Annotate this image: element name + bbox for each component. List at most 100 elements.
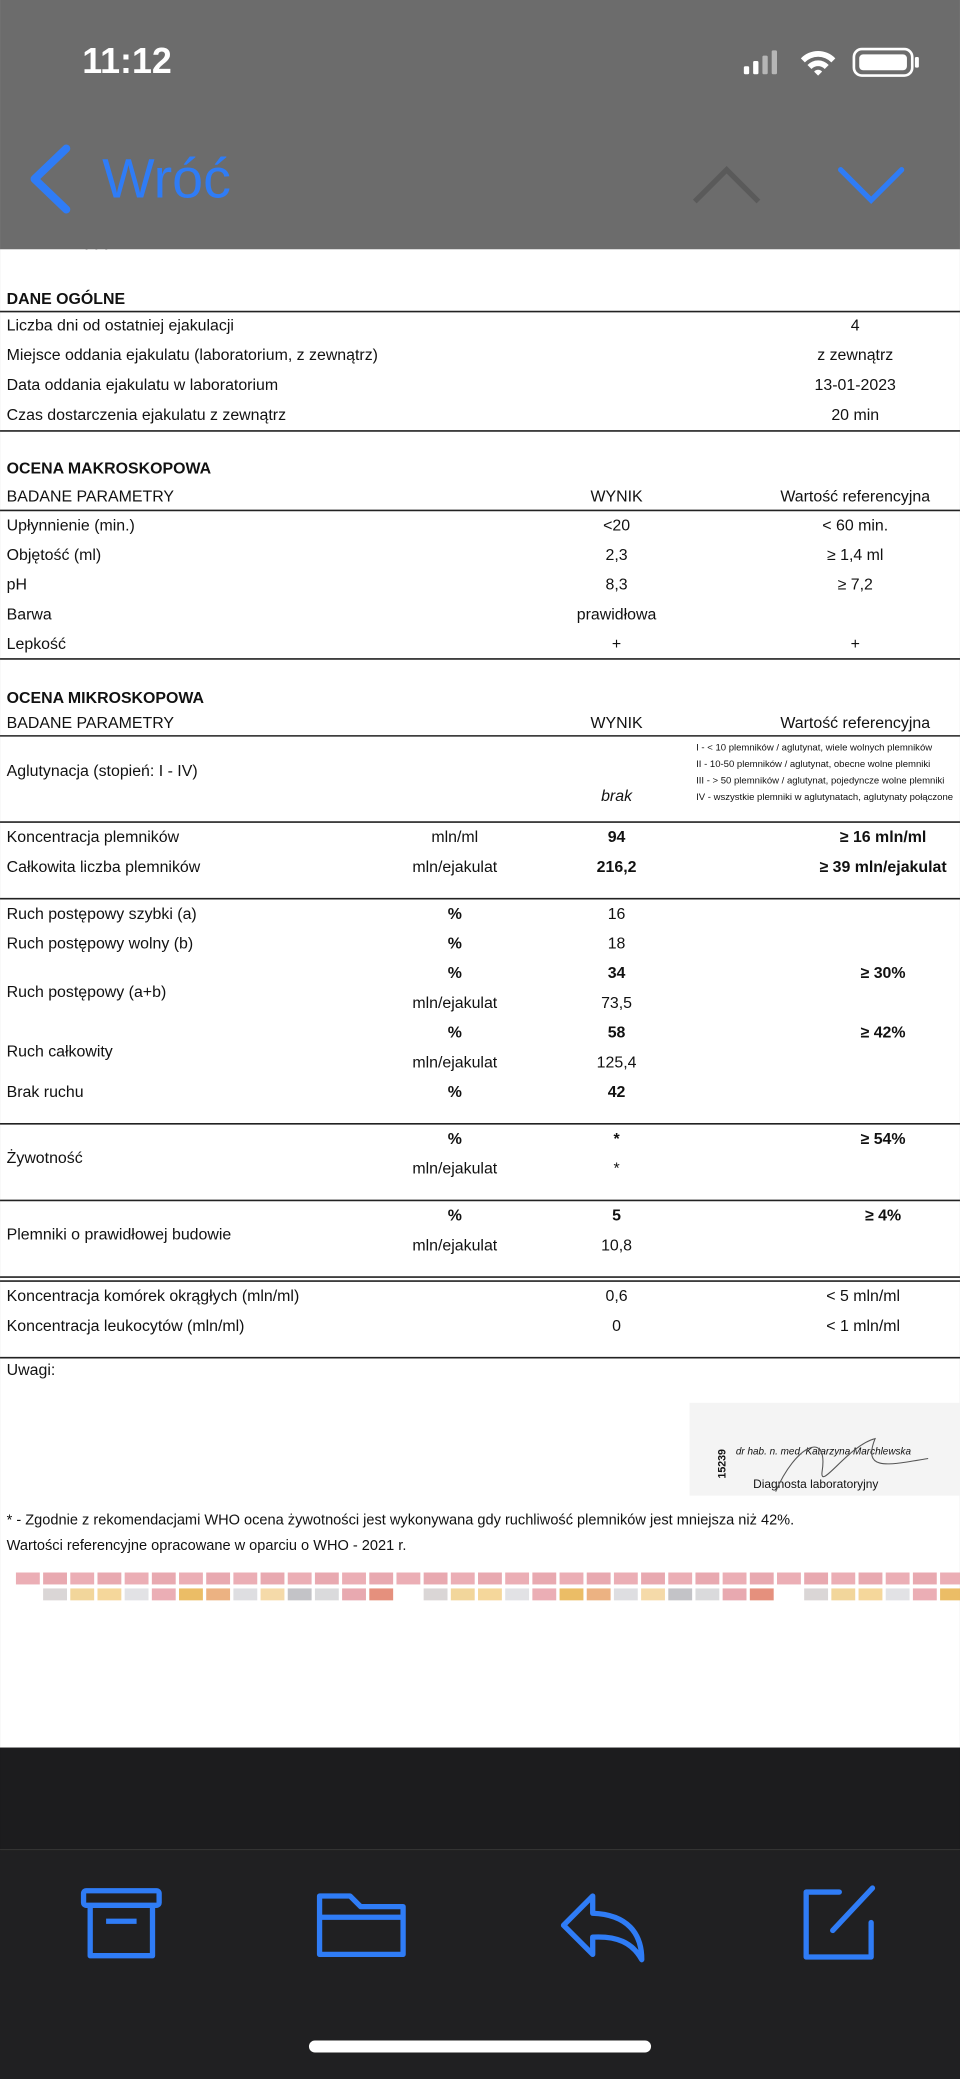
footnote: * - Zgodnie z rekomendacjami WHO ocena ż… bbox=[7, 1513, 795, 1529]
scale-note: I - < 10 plemników / aglutynat, wiele wo… bbox=[696, 742, 932, 753]
stamp-pattern bbox=[478, 1572, 502, 1585]
back-chevron[interactable] bbox=[30, 144, 71, 214]
row-value: z zewnątrz bbox=[817, 347, 893, 364]
row-label: Czas dostarczenia ejakulatu z zewnątrz bbox=[7, 407, 286, 424]
signature-scribble bbox=[775, 1437, 929, 1492]
row-label: Miejsce oddania ejakulatu (laboratorium,… bbox=[7, 347, 378, 364]
stamp-pattern bbox=[70, 1572, 95, 1585]
row-result: * bbox=[613, 1161, 619, 1178]
row-unit: % bbox=[448, 965, 462, 982]
stamp-pattern bbox=[885, 1572, 910, 1585]
stamp-pattern bbox=[43, 1588, 67, 1601]
row-value: 20 min bbox=[831, 407, 879, 424]
row-result: 73,5 bbox=[601, 995, 632, 1012]
row-result: 2,3 bbox=[606, 547, 628, 564]
stamp-pattern bbox=[641, 1572, 665, 1585]
row-label: Data oddania ejakulatu w laboratorium bbox=[7, 377, 278, 394]
signature-number: 15239 bbox=[716, 1449, 728, 1479]
stamp-pattern bbox=[912, 1572, 937, 1585]
row-result: <20 bbox=[603, 518, 630, 535]
row-label: Brak ruchu bbox=[7, 1084, 84, 1101]
stamp-pattern bbox=[260, 1588, 285, 1601]
stamp-pattern bbox=[314, 1588, 339, 1601]
remarks: Uwagi: bbox=[7, 1362, 56, 1379]
back-button[interactable]: Wróć bbox=[102, 148, 231, 210]
folder-button[interactable] bbox=[316, 1893, 406, 1958]
stamp-pattern bbox=[97, 1572, 122, 1585]
row-result: 58 bbox=[608, 1025, 626, 1042]
row-label: Koncentracja plemników bbox=[7, 829, 180, 846]
top-bar bbox=[0, 0, 960, 250]
stamp-pattern bbox=[532, 1572, 557, 1585]
row-result: 10,8 bbox=[601, 1237, 632, 1254]
stamp-pattern bbox=[369, 1588, 394, 1601]
row-label: Objętość (ml) bbox=[7, 547, 102, 564]
compose-button[interactable] bbox=[803, 1885, 876, 1960]
stamp-pattern bbox=[396, 1588, 421, 1601]
row-result: 8,3 bbox=[606, 577, 628, 594]
row-label: pH bbox=[7, 577, 27, 594]
row-label: Ruch postępowy (a+b) bbox=[7, 984, 167, 1001]
stamp-pattern bbox=[804, 1588, 829, 1601]
row-result: 5 bbox=[612, 1208, 621, 1225]
stamp-pattern bbox=[124, 1588, 149, 1601]
stamp-pattern bbox=[912, 1588, 937, 1601]
stamp-pattern bbox=[15, 1588, 40, 1601]
row-result: 16 bbox=[608, 906, 626, 923]
row-reference: < 5 mln/ml bbox=[826, 1288, 900, 1305]
row-reference: < 60 min. bbox=[822, 518, 888, 535]
stamp-pattern bbox=[179, 1572, 203, 1585]
row-result: * bbox=[613, 1131, 620, 1148]
next-button[interactable] bbox=[837, 167, 905, 204]
section-title: OCENA MAKROSKOPOWA bbox=[7, 461, 212, 478]
stamp-pattern bbox=[151, 1572, 176, 1585]
row-unit: % bbox=[448, 1131, 462, 1148]
row-unit: % bbox=[448, 906, 462, 923]
stamp-pattern bbox=[831, 1572, 856, 1585]
previous-button[interactable] bbox=[692, 165, 761, 204]
row-result: 0,6 bbox=[606, 1288, 628, 1305]
stamp-pattern bbox=[777, 1588, 801, 1601]
stamp-pattern bbox=[206, 1588, 231, 1601]
row-unit: mln/ejakulat bbox=[412, 1161, 497, 1178]
reply-button[interactable] bbox=[560, 1893, 645, 1963]
stamp-pattern bbox=[749, 1588, 774, 1601]
stamp-pattern bbox=[97, 1588, 122, 1601]
stamp-pattern bbox=[804, 1572, 829, 1585]
row-label: Całkowita liczba plemników bbox=[7, 859, 201, 876]
column-header: BADANE PARAMETRY bbox=[7, 715, 175, 732]
scale-note: III - > 50 plemników / aglutynat, pojedy… bbox=[696, 775, 944, 786]
row-result: 18 bbox=[608, 936, 626, 953]
row-result: 42 bbox=[608, 1084, 626, 1101]
row-result: 216,2 bbox=[597, 859, 637, 876]
stamp-pattern bbox=[233, 1572, 258, 1585]
row-reference: ≥ 1,4 ml bbox=[827, 547, 883, 564]
row-reference: ≥ 42% bbox=[861, 1025, 906, 1042]
column-header: Wartość referencyjna bbox=[780, 715, 930, 732]
row-unit: % bbox=[448, 1025, 462, 1042]
row-unit: mln/ejakulat bbox=[412, 995, 497, 1012]
row-label: Koncentracja komórek okrągłych (mln/ml) bbox=[7, 1288, 300, 1305]
signature-name: dr hab. n. med. Katarzyna Marchlewska bbox=[736, 1446, 912, 1457]
row-result: 94 bbox=[608, 829, 626, 846]
row-reference: ≥ 54% bbox=[861, 1131, 906, 1148]
row-unit: % bbox=[448, 1208, 462, 1225]
row-label: Aglutynacja (stopień: I - IV) bbox=[7, 763, 198, 780]
stamp-pattern bbox=[369, 1572, 394, 1585]
stamp-pattern bbox=[695, 1588, 720, 1601]
stamp-pattern bbox=[532, 1588, 557, 1601]
row-label: Liczba dni od ostatniej ejakulacji bbox=[7, 317, 234, 334]
stamp-pattern bbox=[722, 1572, 747, 1585]
stamp-pattern bbox=[124, 1572, 149, 1585]
stamp-pattern bbox=[586, 1588, 611, 1601]
column-header: WYNIK bbox=[590, 715, 643, 732]
row-label: Ruch postępowy wolny (b) bbox=[7, 936, 194, 953]
stamp-pattern bbox=[668, 1572, 693, 1585]
archive-button[interactable] bbox=[80, 1888, 162, 1959]
column-header: BADANE PARAMETRY bbox=[7, 488, 175, 505]
stamp-pattern bbox=[641, 1588, 665, 1601]
row-value: 13-01-2023 bbox=[815, 377, 897, 394]
stamp-pattern bbox=[314, 1572, 339, 1585]
stamp-pattern bbox=[287, 1572, 312, 1585]
stamp-pattern bbox=[749, 1572, 774, 1585]
